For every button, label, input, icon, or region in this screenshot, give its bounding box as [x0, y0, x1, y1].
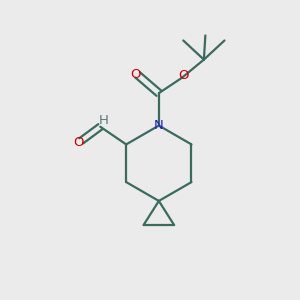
Text: O: O	[178, 69, 188, 82]
Text: O: O	[130, 68, 140, 80]
Text: N: N	[154, 119, 164, 132]
Text: H: H	[99, 114, 109, 127]
Text: O: O	[73, 136, 83, 149]
